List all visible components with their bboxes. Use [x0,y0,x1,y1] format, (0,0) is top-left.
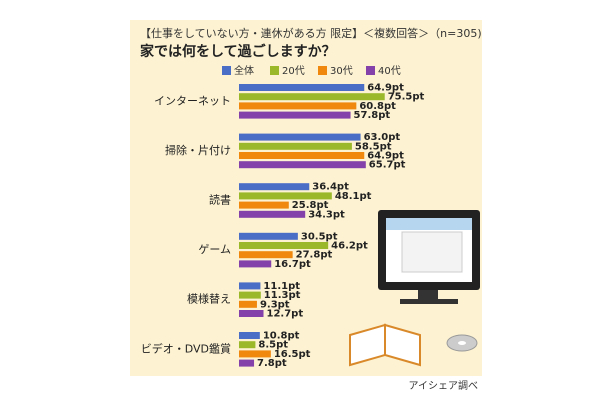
legend-label: 全体 [234,64,254,77]
bar [239,84,365,91]
bar [239,161,366,169]
bar [239,232,298,240]
source-note: アイシェア調べ [409,379,479,392]
bar [239,192,332,200]
value-label: 46.2pt [331,241,368,252]
category-label: ビデオ・DVD鑑賞 [141,341,231,355]
value-label: 7.8pt [257,358,287,369]
legend-swatch [318,66,327,75]
bar [239,142,352,150]
category-label: 模様替え [187,292,231,306]
bar [239,291,261,299]
value-label: 11.1pt [263,281,300,292]
value-label: 48.1pt [335,191,372,202]
value-label: 9.3pt [260,299,290,310]
value-label: 63.0pt [364,132,401,143]
value-label: 27.8pt [296,250,333,261]
legend-swatch [222,66,231,75]
bar [239,210,306,218]
bar [239,102,357,110]
bar [239,111,351,119]
bar [239,251,293,259]
bar [239,332,260,339]
value-label: 30.5pt [301,231,338,242]
bar [239,310,264,317]
computer-illustration [349,210,480,367]
bar [239,282,261,290]
value-label: 60.8pt [359,101,396,112]
value-label: 64.9pt [367,151,404,162]
bar [239,359,255,367]
legend-swatch [366,66,375,75]
category-label: 読書 [209,193,231,207]
bar [239,242,329,249]
value-label: 34.3pt [308,209,345,220]
chart-title: 【仕事をしていない方・連休がある方 限定】＜複数回答＞（n=305) [140,26,482,40]
value-label: 75.5pt [388,92,425,103]
chart-subtitle: 家では何をして過ごしますか？ [140,43,336,60]
bar [239,133,361,141]
value-label: 57.8pt [354,110,391,121]
category-label: インターネット [154,94,231,107]
value-label: 12.7pt [267,309,304,320]
category-label: ゲーム [198,243,231,256]
legend-label: 30代 [330,65,353,77]
bar [239,201,289,209]
value-label: 64.9pt [367,83,404,94]
value-label: 8.5pt [258,340,288,351]
value-label: 16.5pt [274,349,311,360]
bar [239,260,272,268]
value-label: 25.8pt [292,200,329,211]
bar [239,152,365,159]
bar [239,183,310,191]
value-label: 58.5pt [355,141,392,152]
category-label: 掃除・片付け [165,143,231,157]
bar [239,300,257,308]
value-label: 65.7pt [369,160,406,171]
bar [239,341,256,349]
bar [239,93,385,101]
legend-swatch [270,66,279,75]
value-label: 11.3pt [264,290,301,301]
legend-label: 40代 [378,65,401,77]
value-label: 36.4pt [312,182,349,193]
legend-label: 20代 [282,65,305,77]
value-label: 10.8pt [263,331,300,342]
value-label: 16.7pt [274,259,311,270]
bar [239,350,271,358]
